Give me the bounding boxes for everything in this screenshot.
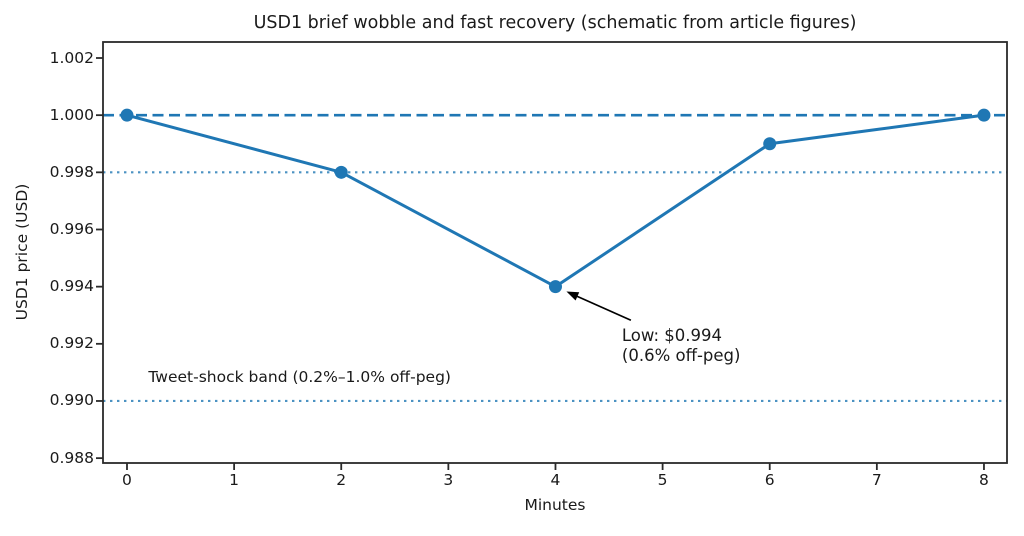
x-tick-label: 8 (979, 471, 989, 489)
axes-spines (102, 41, 1008, 464)
annotation-line-1: Low: $0.994 (621, 326, 723, 346)
x-axis-label: Minutes (524, 496, 586, 514)
y-axis-label: USD1 price (USD) (13, 183, 31, 321)
x-tick-label: 5 (657, 471, 668, 489)
annotation-arrow-line (571, 293, 632, 322)
y-tick-label: 0.994 (49, 277, 94, 296)
y-tick-label: 0.992 (49, 334, 94, 353)
tweet-shock-band-label: Tweet-shock band (0.2%–1.0% off-peg) (148, 367, 451, 386)
data-point-marker (548, 280, 562, 294)
y-tick-label: 1.000 (49, 105, 94, 124)
data-point-marker (334, 165, 348, 179)
chart-title: USD1 brief wobble and fast recovery (sch… (253, 13, 857, 33)
low-point-annotation: Low: $0.994 (0.6% off-peg) (622, 326, 741, 366)
y-tick-label: 0.990 (49, 391, 94, 410)
data-point-marker (977, 108, 991, 122)
x-tick-label: 3 (443, 471, 454, 489)
x-tick-label: 0 (122, 471, 132, 489)
price-line (125, 113, 986, 289)
x-tick-label: 6 (764, 471, 775, 489)
x-tick-label: 7 (871, 471, 882, 489)
y-tick-label: 0.998 (49, 162, 94, 181)
y-tick-label: 0.988 (49, 448, 94, 467)
data-point-marker (120, 108, 134, 122)
annotation-line-2: (0.6% off-peg) (621, 346, 741, 366)
y-tick-label: 0.996 (49, 219, 94, 238)
x-tick-label: 1 (229, 471, 240, 489)
data-point-marker (763, 137, 777, 151)
y-tick-label: 1.002 (49, 48, 94, 67)
x-tick-label: 4 (550, 471, 561, 489)
annotation-arrow-head (566, 291, 580, 301)
x-tick-label: 2 (336, 471, 347, 489)
